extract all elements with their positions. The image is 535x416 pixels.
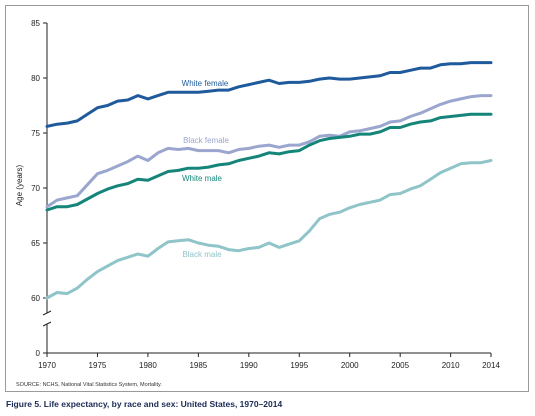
source-note: SOURCE: NCHS, National Vital Statistics … — [16, 382, 162, 388]
x-tick-label: 2014 — [482, 361, 500, 370]
x-tick-label: 1975 — [89, 361, 107, 370]
x-tick-label: 1970 — [38, 361, 56, 370]
y-tick-label: 65 — [31, 239, 40, 248]
figure-caption: Figure 5. Life expectancy, by race and s… — [6, 399, 283, 409]
x-tick-label: 1980 — [139, 361, 157, 370]
axis-break-mark — [42, 321, 52, 327]
y-tick-label: 85 — [31, 19, 40, 28]
y-tick-label: 75 — [31, 129, 40, 138]
chart-frame — [5, 5, 529, 392]
x-tick-label: 1990 — [240, 361, 258, 370]
x-tick-label: 2005 — [391, 361, 409, 370]
x-tick-label: 2010 — [442, 361, 460, 370]
y-tick-label: 0 — [36, 349, 41, 358]
series-label-white-female: White female — [182, 79, 229, 88]
series-label-black-male: Black male — [182, 250, 222, 259]
series-line-white-female — [45, 61, 493, 128]
series-label-black-female: Black female — [183, 136, 229, 145]
series-line-black-female — [45, 94, 493, 209]
y-tick-label: 60 — [31, 294, 40, 303]
y-axis-label: Age (years) — [15, 164, 24, 206]
life-expectancy-chart: 0 60 65 70 75 80 85 1970 1975 1980 1985 1990 1995 200… — [15, 19, 500, 370]
y-tick-label: 80 — [31, 74, 40, 83]
x-tick-label: 1985 — [189, 361, 207, 370]
series-label-white-male: White male — [182, 174, 223, 183]
y-tick-label: 70 — [31, 184, 40, 193]
series-line-white-male — [45, 112, 493, 212]
x-tick-label: 1995 — [290, 361, 308, 370]
axis-break-mark — [42, 310, 52, 316]
series-line-black-male — [45, 159, 493, 300]
x-tick-label: 2000 — [341, 361, 359, 370]
